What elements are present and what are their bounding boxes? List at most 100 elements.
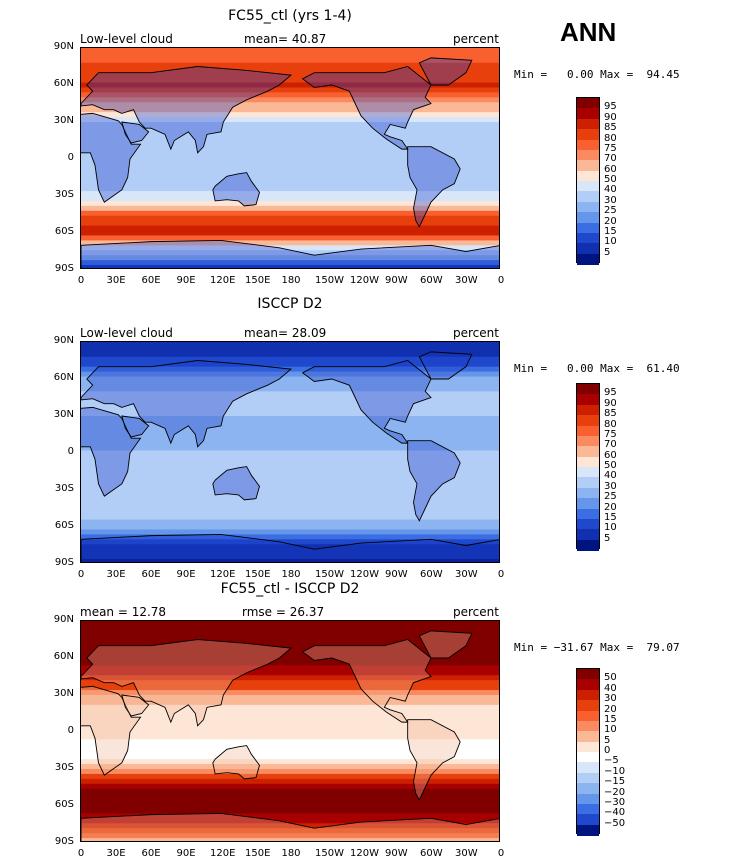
colorbar-cell [577,752,599,763]
field-band [81,356,499,363]
field-band [81,230,499,237]
field-band [81,514,499,521]
field-band [81,102,499,108]
field-band [81,240,499,246]
colorbar-label: 20 [604,703,617,715]
lon-tick-label: 90E [176,275,196,286]
field-band [81,265,499,268]
field-band [81,176,499,182]
colorbar-label: 10 [604,522,617,534]
colorbar-label: 40 [604,470,617,482]
coastline [301,66,432,150]
lat-tick-label: 90N [53,335,74,346]
colorbar-cell [577,710,599,722]
colorbar-label: 90 [604,111,617,123]
colorbar-label: −20 [604,786,626,798]
colorbar-cell [577,201,599,213]
lon-tick-label: 90E [176,569,196,580]
lon-tick-label: 0 [497,569,505,580]
field-band [81,559,499,562]
field-band [81,52,499,59]
colorbar-cell [577,149,599,161]
colorbar-label: 60 [604,163,617,175]
field-band [81,156,499,163]
colorbar-cell [577,487,599,499]
field-band [81,813,499,819]
field-band [81,650,499,657]
field-band [81,788,499,795]
coastline [121,694,150,717]
field-band [81,490,499,496]
field-band [81,77,499,84]
field-band [81,621,499,627]
field-band [81,685,499,691]
lat-tick-label: 60N [53,651,74,662]
colorbar-label: 30 [604,480,617,492]
colorbar-label: 0 [604,745,611,756]
colorbar-label: 70 [604,153,617,165]
field-band [81,769,499,775]
field-band [81,539,499,545]
field-band [81,455,499,461]
field-band [81,635,499,642]
coastline [81,812,499,841]
colorbar-1 [576,97,600,265]
lon-tick-label: 180 [281,569,301,580]
lon-tick-label: 150E [245,569,271,580]
colorbar-label: 10 [604,724,617,736]
field-band [81,519,499,526]
field-band [81,544,499,550]
field-band [81,346,499,353]
field-band [81,210,499,217]
coastline [407,440,461,522]
field-band [81,411,499,417]
field-band [81,509,499,516]
field-band [81,719,499,726]
colorbar-cell [577,803,599,815]
field-band [81,371,499,378]
min-max-readout: Min = 0.00 Max = 94.45 [514,68,680,81]
field-band [81,420,499,427]
field-band [81,759,499,765]
lat-tick-label: 90S [54,836,74,847]
colorbar-label: 80 [604,132,617,144]
field-band [81,181,499,187]
lon-tick-label: 120E [210,275,236,286]
colorbar-label: −30 [604,796,626,808]
field-band [81,131,499,138]
panel-units: percent [453,32,499,46]
colorbar-cell [577,384,599,395]
lon-tick-label: 60E [141,569,161,580]
field-band [81,680,499,686]
colorbar-cell [577,679,599,691]
colorbar-cell [577,129,599,140]
lon-tick-label: 0 [77,275,85,286]
field-band [81,460,499,466]
panel-title: FC55_ctl - ISCCP D2 [220,581,360,597]
field-band [81,376,499,383]
panel-stat-text: mean= 28.09 [244,326,327,340]
colorbar-label: 50 [604,174,617,185]
lon-tick-label: 30W [455,275,478,286]
field-band [81,783,499,790]
field-band [81,823,499,829]
field-band [81,215,499,222]
colorbar-label: 95 [604,387,617,399]
lon-tick-label: 120E [210,569,236,580]
lon-tick-label: 0 [497,275,505,286]
lon-tick-label: 30E [106,848,126,859]
lat-tick-label: 0 [67,725,74,736]
field-band [81,734,499,740]
colorbar-cell [577,253,599,265]
coastline [212,466,260,501]
field-band [81,625,499,632]
field-band [81,778,499,785]
map-field-svg [81,48,499,268]
field-band [81,416,499,422]
colorbar-label: 85 [604,122,617,134]
colorbar-cell [577,118,599,130]
field-band [81,235,499,241]
field-band [81,92,499,98]
colorbar-label: 75 [604,142,617,154]
lon-tick-label: 180 [281,275,301,286]
